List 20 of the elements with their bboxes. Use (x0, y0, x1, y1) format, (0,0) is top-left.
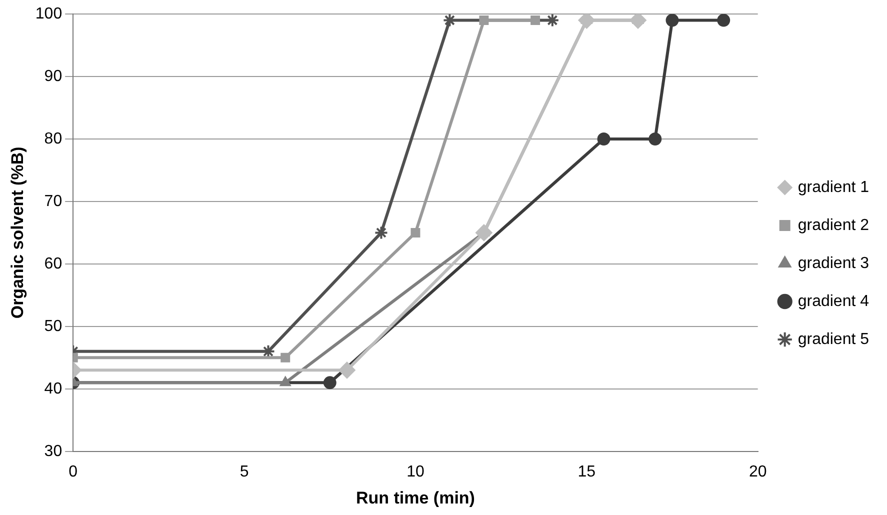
y-tick-label: 50 (44, 318, 62, 335)
y-tick-label: 60 (44, 255, 62, 272)
y-tick-label: 70 (44, 192, 62, 210)
legend-label: gradient 3 (798, 254, 870, 272)
x-tick-label: 10 (406, 463, 424, 480)
legend-label: gradient 2 (798, 216, 870, 234)
y-tick-label: 80 (44, 130, 62, 148)
x-tick-label: 20 (748, 463, 767, 480)
x-tick-label: 15 (578, 463, 596, 480)
y-axis-title: Organic solvent (%B) (8, 146, 27, 319)
y-tick-label: 90 (44, 68, 62, 85)
x-tick-label: 5 (240, 463, 249, 480)
y-tick-label: 100 (35, 5, 62, 22)
legend-label: gradient 5 (798, 330, 870, 348)
legend-label: gradient 1 (798, 178, 870, 196)
x-axis-title: Run time (min) (356, 488, 475, 508)
y-tick-label: 30 (44, 442, 62, 460)
y-tick-label: 40 (44, 380, 62, 398)
x-tick-label: 0 (68, 463, 78, 480)
legend-label: gradient 4 (798, 292, 870, 310)
